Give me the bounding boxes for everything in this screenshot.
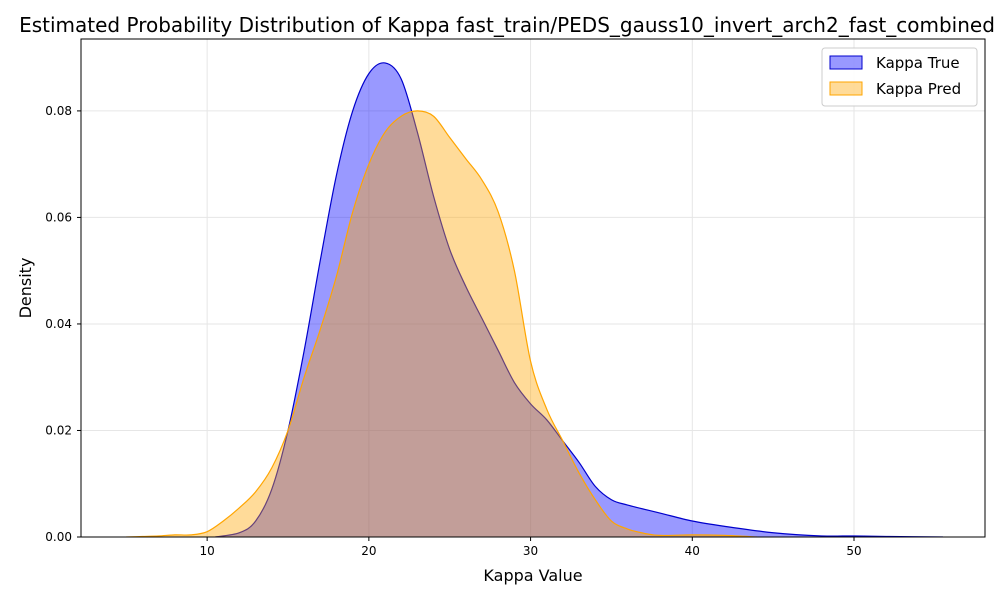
legend-swatch-1: [829, 81, 863, 96]
x-tick-label-4: 50: [846, 544, 861, 558]
y-axis-label: Density: [16, 258, 35, 319]
chart-title: Estimated Probability Distribution of Ka…: [19, 13, 995, 37]
y-tick-label-0: 0.00: [45, 530, 72, 544]
series-line-1: [126, 110, 758, 537]
legend: Kappa True Kappa Pred: [821, 47, 978, 107]
series-area-1: [126, 110, 757, 537]
x-tick-label-0: 10: [199, 544, 214, 558]
y-tick-label-2: 0.04: [45, 317, 72, 331]
x-tick-label-1: 20: [361, 544, 376, 558]
y-tick-label-3: 0.06: [45, 210, 72, 224]
series-area-0: [215, 62, 943, 537]
series-line-0: [215, 62, 943, 537]
y-tick-label-4: 0.08: [45, 104, 72, 118]
x-tick-label-3: 40: [685, 544, 700, 558]
y-axis-ticks: 0.00 0.02 0.04 0.06 0.08: [45, 104, 81, 544]
legend-box: [821, 47, 978, 107]
legend-label-1: Kappa Pred: [876, 80, 961, 98]
x-tick-label-2: 30: [523, 544, 538, 558]
series-areas: [126, 62, 943, 537]
legend-label-0: Kappa True: [876, 54, 960, 72]
y-tick-label-1: 0.02: [45, 423, 72, 437]
plot-frame: [80, 38, 986, 538]
legend-swatch-0: [829, 55, 863, 70]
x-axis-ticks: 10 20 30 40 50: [199, 537, 862, 558]
x-axis-label: Kappa Value: [483, 566, 582, 585]
